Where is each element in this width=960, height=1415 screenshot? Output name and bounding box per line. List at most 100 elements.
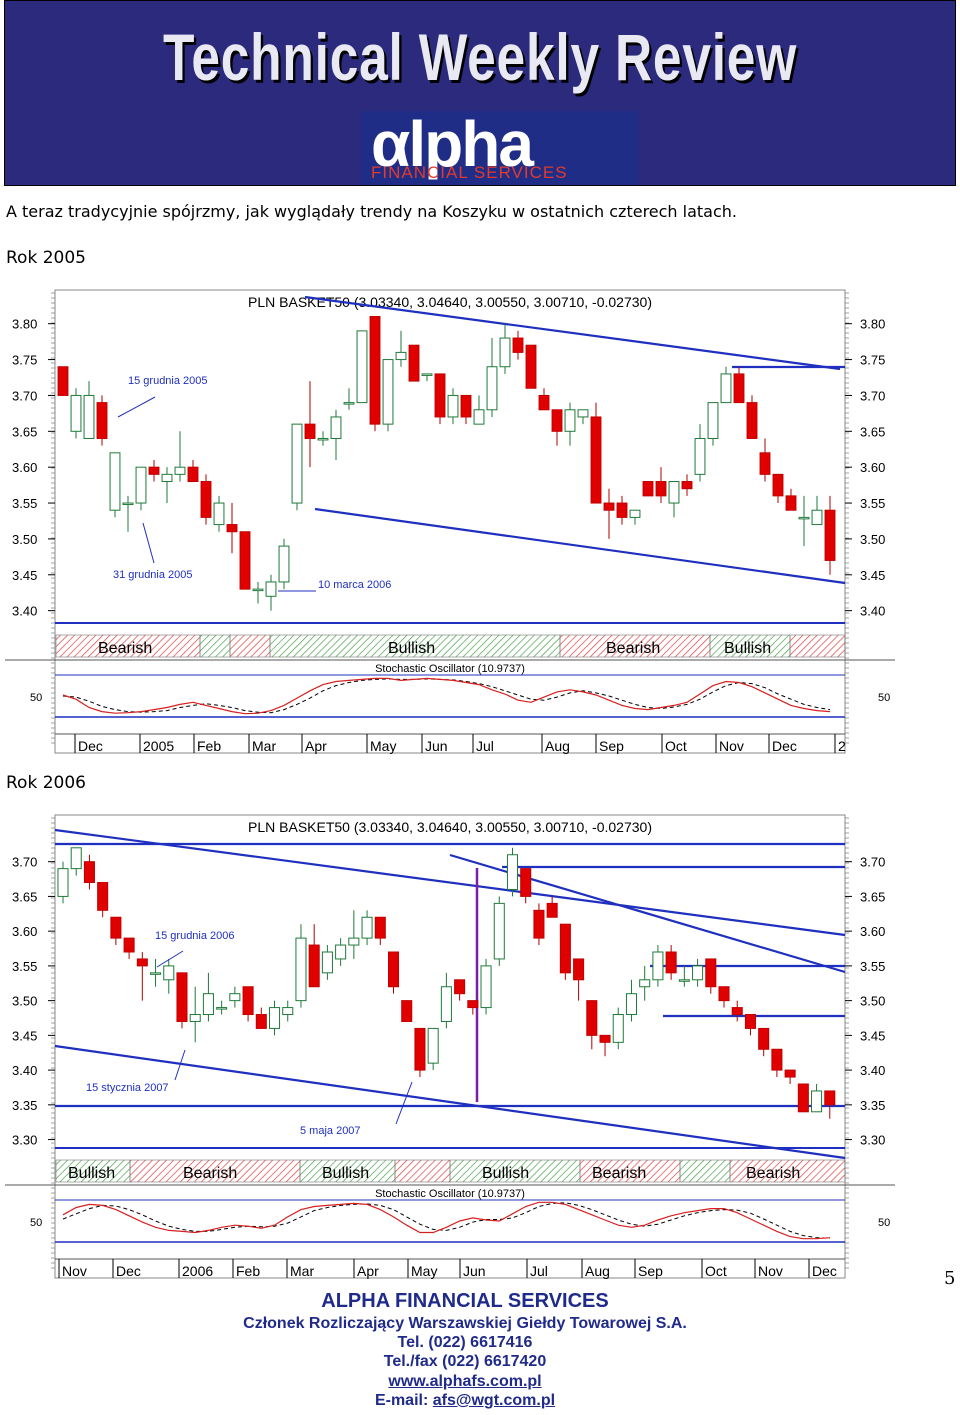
x-tick-label: 2005 [143, 738, 174, 754]
y-tick-label-right: 3.70 [860, 388, 885, 403]
page-number: 5 [944, 1268, 956, 1289]
logo-subtitle: FINANCIAL SERVICES [371, 163, 568, 182]
y-tick-label-right: 3.40 [860, 1063, 885, 1078]
candle-down [784, 1069, 796, 1078]
candle-down [771, 1048, 783, 1071]
y-tick-label-right: 3.70 [860, 855, 885, 870]
candle-down [96, 402, 108, 439]
candle-up [486, 366, 498, 411]
candle-down [187, 466, 199, 483]
website-link[interactable]: www.alphafs.com.pl [388, 1373, 542, 1390]
stochastic-k-line [62, 677, 831, 715]
candle-up [811, 509, 823, 526]
x-tick-label: 2006 [182, 1263, 213, 1279]
sentiment-label: Bullish [322, 1165, 369, 1182]
candle-down [387, 951, 400, 988]
candle-down [603, 502, 615, 511]
x-tick-label: Apr [305, 738, 327, 754]
candle-up [720, 373, 732, 404]
candle-down [200, 481, 212, 518]
candle-down [705, 958, 717, 988]
candle-up [692, 965, 704, 981]
candle-up [150, 972, 162, 975]
y-tick-label-left: 3.45 [12, 1028, 37, 1043]
trend-line [304, 295, 841, 371]
x-tick-label: Nov [62, 1263, 87, 1279]
candle-down [369, 316, 381, 425]
candle-up [330, 416, 342, 439]
report-title: Technical Weekly Review [162, 20, 798, 94]
trend-line [314, 507, 846, 585]
candle-down [83, 861, 95, 884]
chart-annotation: 15 grudnia 2006 [155, 930, 235, 942]
footer-telfax: Tel./fax (022) 6617420 [383, 1353, 547, 1370]
x-tick-label: Aug [545, 738, 570, 754]
chart-title: PLN BASKET50 (3.03340, 3.04640, 3.00550,… [248, 294, 652, 310]
sentiment-label: Bearish [606, 640, 660, 657]
candle-up [811, 1090, 823, 1113]
candle-up [213, 502, 225, 526]
candle-down [733, 373, 745, 404]
candle-down [148, 466, 160, 475]
x-tick-label: Mar [252, 738, 276, 754]
oscillator-level-right: 50 [878, 692, 890, 704]
sentiment-label: Bearish [746, 1165, 800, 1182]
candle-up [577, 409, 589, 418]
candle-down [136, 958, 148, 967]
candle-up [57, 868, 69, 897]
candle-down [785, 495, 797, 511]
email-link[interactable]: afs@wgt.com.pl [432, 1392, 556, 1409]
candle-down [665, 951, 677, 974]
candle-up [564, 409, 576, 432]
y-tick-label-right: 3.65 [860, 424, 885, 439]
footer-tel: Tel. (022) 6617416 [397, 1334, 533, 1351]
y-tick-label-left: 3.50 [12, 994, 37, 1009]
x-tick-label: May [370, 738, 396, 754]
y-tick-label-left: 3.50 [12, 532, 37, 547]
email-label: E-mail: [374, 1392, 433, 1409]
candlestick-chart-2005: PLN BASKET50 (3.03340, 3.04640, 3.00550,… [5, 289, 895, 754]
bearish-band [729, 1159, 846, 1183]
trend-line [54, 828, 846, 937]
candle-up [216, 1007, 228, 1010]
y-tick-label-right: 3.35 [860, 1098, 885, 1113]
oscillator-title: Stochastic Oscillator (10.9737) [375, 1188, 525, 1200]
chart-annotation: 10 marca 2006 [318, 579, 391, 591]
candle-down [538, 394, 550, 411]
x-tick-label: Feb [236, 1263, 260, 1279]
footer-web: www.alphafs.com.pl [0, 1373, 930, 1391]
candle-down [414, 1027, 426, 1071]
candlestick-chart-2006: PLN BASKET50 (3.03340, 3.04640, 3.00550,… [5, 814, 895, 1279]
candle-up [135, 466, 147, 504]
candle-down [434, 373, 446, 418]
x-tick-label: Oct [705, 1263, 727, 1279]
candle-up [625, 993, 637, 1016]
annotation-pointer [174, 1049, 186, 1081]
trend-line [54, 1044, 846, 1160]
x-tick-label: Apr [357, 1263, 379, 1279]
candle-up [109, 452, 121, 511]
candle-down [746, 402, 758, 439]
candle-down [454, 979, 466, 995]
candle-up [265, 581, 277, 597]
candle-down [586, 1000, 598, 1036]
candle-up [798, 516, 810, 520]
sentiment-label: Bullish [68, 1165, 115, 1182]
candle-up [348, 937, 360, 946]
chart-title: PLN BASKET50 (3.03340, 3.04640, 3.00550,… [248, 819, 652, 835]
candle-down [616, 502, 628, 518]
candle-up [440, 986, 452, 1022]
candle-down [57, 366, 69, 396]
y-tick-label-left: 3.60 [12, 460, 37, 475]
candle-up [317, 437, 329, 441]
candle-down [308, 944, 320, 988]
candle-down [242, 986, 254, 1016]
candle-up [291, 423, 303, 504]
candle-down [533, 909, 545, 939]
candle-up [629, 509, 641, 518]
y-tick-label-right: 3.80 [860, 317, 885, 332]
y-tick-label-right: 3.40 [860, 604, 885, 619]
y-tick-label-left: 3.45 [12, 568, 37, 583]
candle-up [395, 351, 407, 361]
candle-up [639, 979, 651, 988]
